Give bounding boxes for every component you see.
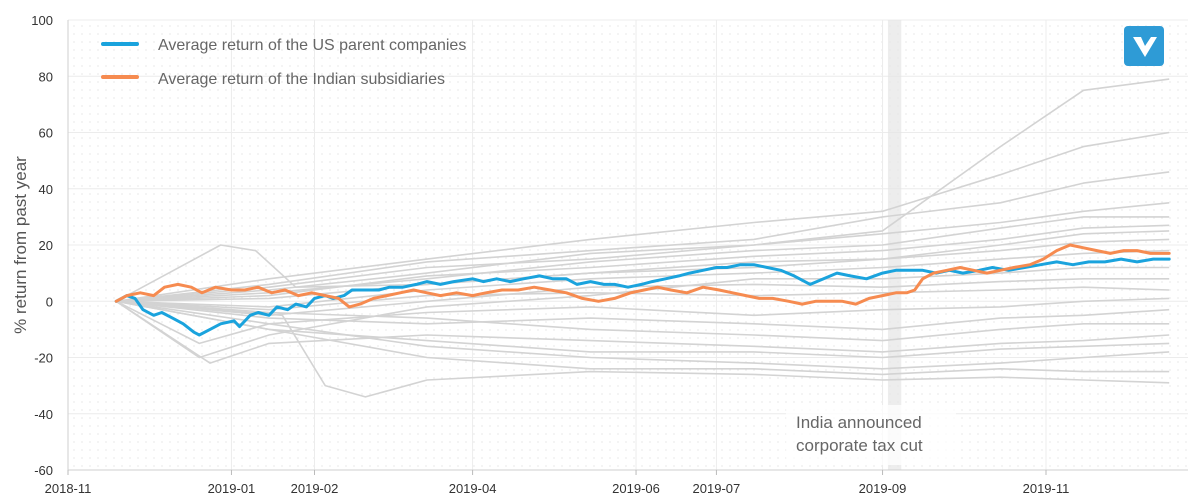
background-line-7 xyxy=(116,249,1170,308)
legend: Average return of the US parent companie… xyxy=(101,37,466,88)
background-line-14 xyxy=(115,300,1170,364)
y-tick-label-2: 60 xyxy=(39,126,53,141)
annotation-line-1: India announced xyxy=(796,413,922,432)
series-lines xyxy=(114,243,1171,337)
legend-item-us: Average return of the US parent companie… xyxy=(101,37,466,54)
background-line-2 xyxy=(116,171,1170,303)
background-line-8 xyxy=(115,266,1170,359)
y-tick-label-6: -20 xyxy=(34,351,53,366)
x-tick-label-7: 2019-11 xyxy=(1023,481,1070,496)
y-tick-label-8: -60 xyxy=(34,463,53,478)
background-line-12 xyxy=(116,300,1170,331)
legend-label-us: Average return of the US parent companie… xyxy=(158,37,466,54)
x-tick-label-5: 2019-07 xyxy=(693,481,741,496)
background-line-16 xyxy=(116,300,1170,370)
background-line-10 xyxy=(116,286,1170,311)
background-line-13 xyxy=(116,300,1170,342)
axes xyxy=(67,20,1188,471)
background-line-18 xyxy=(116,300,1170,376)
y-tick-labels: 100 80 60 40 20 0 -20 -40 -60 xyxy=(31,13,53,478)
x-tick-label-6: 2019-09 xyxy=(859,481,907,496)
series-line-indian-subsidiaries xyxy=(114,243,1171,309)
y-tick-label-7: -40 xyxy=(34,407,53,422)
y-tick-label-4: 20 xyxy=(39,238,53,253)
grid-lines xyxy=(68,19,1188,470)
annotation-line-2: corporate tax cut xyxy=(796,436,923,455)
logo-glyph xyxy=(1133,37,1157,57)
legend-label-india: Average return of the Indian subsidiarie… xyxy=(158,71,445,88)
legend-item-india: Average return of the Indian subsidiarie… xyxy=(101,71,445,88)
x-tick-label-2: 2019-02 xyxy=(291,481,339,496)
x-tick-label-1: 2019-01 xyxy=(208,481,256,496)
background-line-9 xyxy=(116,278,1170,317)
v-logo-icon xyxy=(1124,26,1164,66)
x-tick-label-0: 2018-11 xyxy=(45,481,92,496)
y-tick-label-5: 0 xyxy=(46,294,53,309)
x-tick-label-4: 2019-06 xyxy=(612,481,660,496)
background-line-5 xyxy=(116,224,1170,303)
background-line-19 xyxy=(115,230,1170,303)
background-line-17 xyxy=(116,300,1170,398)
background-line-11 xyxy=(115,297,1170,345)
annotation-background xyxy=(786,405,956,465)
event-band xyxy=(887,20,902,470)
event-band-layer xyxy=(887,20,902,470)
y-tick-label-3: 40 xyxy=(39,182,53,197)
y-tick-label-1: 80 xyxy=(39,69,53,84)
x-tick-label-3: 2019-04 xyxy=(449,481,497,496)
background-line-4 xyxy=(116,216,1170,303)
annotation: India announced corporate tax cut xyxy=(786,405,956,465)
x-tick-labels: 2018-11 2019-01 2019-02 2019-04 2019-06 2019-… xyxy=(45,470,1070,496)
y-axis-label: % return from past year xyxy=(11,156,30,334)
y-tick-label-0: 100 xyxy=(31,13,53,28)
background-line-3 xyxy=(116,202,1170,303)
background-lines xyxy=(115,78,1170,398)
background-line-1 xyxy=(116,131,1170,303)
background-line-15 xyxy=(116,300,1170,359)
